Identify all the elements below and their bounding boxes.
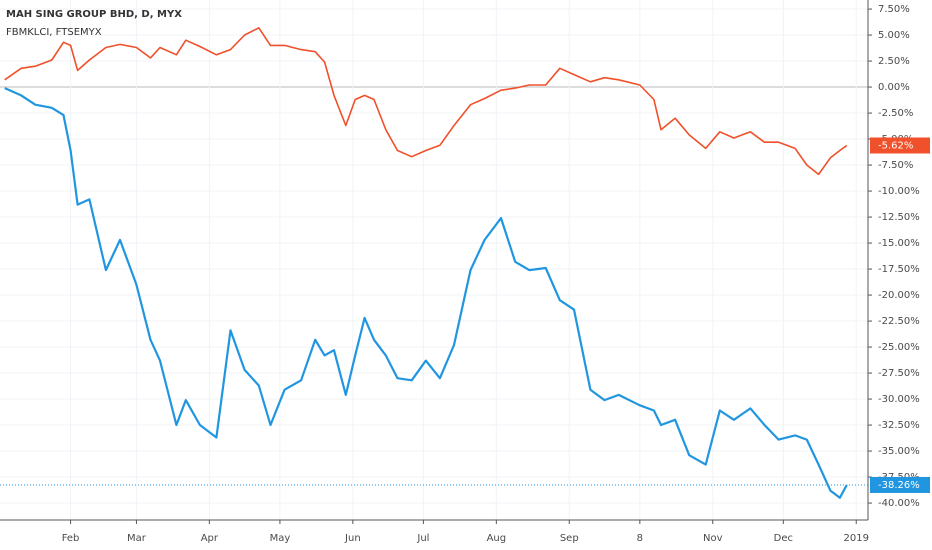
- y-tick-label: -15.00%: [878, 238, 920, 249]
- x-tick-label: Mar: [127, 533, 147, 544]
- y-tick-label: -10.00%: [878, 186, 920, 197]
- last-value-label: -5.62%: [878, 140, 913, 151]
- x-tick-label: May: [270, 533, 291, 544]
- y-tick-label: -20.00%: [878, 290, 920, 301]
- y-tick-label: -40.00%: [878, 498, 920, 509]
- x-tick-label: Sep: [560, 533, 579, 544]
- y-tick-label: -32.50%: [878, 420, 920, 431]
- x-tick-label: Jun: [344, 533, 361, 544]
- x-tick-label: Feb: [62, 533, 80, 544]
- y-tick-label: -7.50%: [878, 160, 913, 171]
- chart-subtitle: FBMKLCI, FTSEMYX: [6, 27, 102, 38]
- y-tick-label: 0.00%: [878, 82, 910, 93]
- y-tick-label: -2.50%: [878, 108, 913, 119]
- last-value-label: -38.26%: [878, 480, 920, 491]
- y-tick-label: -25.00%: [878, 342, 920, 353]
- x-tick-label: Dec: [774, 533, 793, 544]
- series-line: [4, 87, 848, 499]
- y-tick-label: 2.50%: [878, 56, 910, 67]
- y-tick-label: -30.00%: [878, 394, 920, 405]
- last-value-box: [870, 476, 930, 493]
- y-tick-label: 5.00%: [878, 30, 910, 41]
- y-tick-label: 7.50%: [878, 4, 910, 15]
- y-tick-label: -17.50%: [878, 264, 920, 275]
- y-tick-label: -12.50%: [878, 212, 920, 223]
- x-tick-label: Apr: [201, 533, 219, 544]
- y-tick-label: -27.50%: [878, 368, 920, 379]
- chart-title: MAH SING GROUP BHD, D, MYX: [6, 9, 182, 20]
- series-line: [4, 27, 848, 176]
- x-tick-label: Aug: [487, 533, 507, 544]
- last-value-box: [870, 137, 930, 154]
- y-tick-label: -35.00%: [878, 446, 920, 457]
- x-tick-label: Nov: [703, 533, 723, 544]
- y-tick-label: -22.50%: [878, 316, 920, 327]
- x-tick-label: 2019: [844, 533, 869, 544]
- x-tick-label: Jul: [416, 533, 429, 544]
- x-tick-label: 8: [637, 533, 643, 544]
